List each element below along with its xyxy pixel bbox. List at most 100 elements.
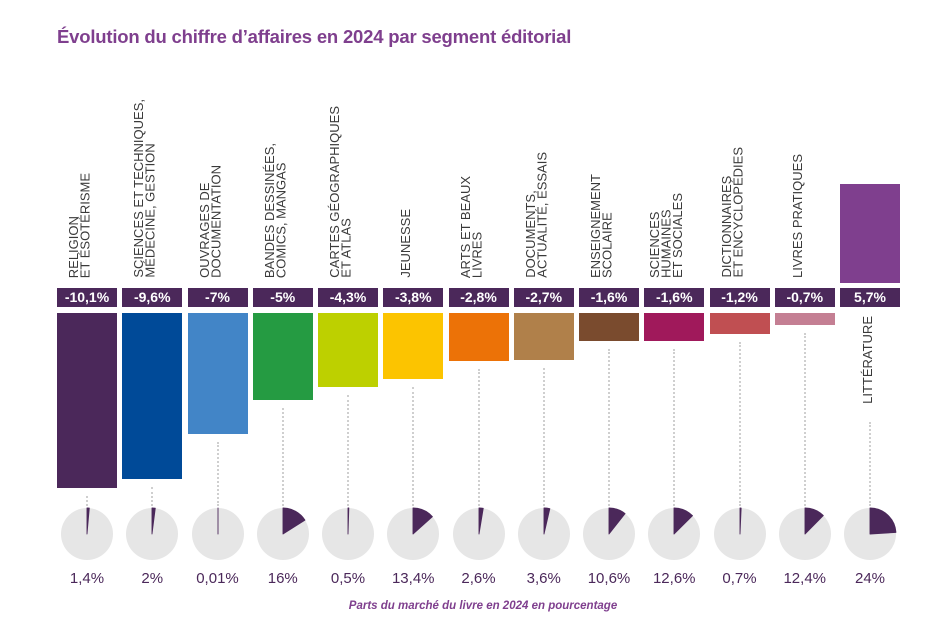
market-share-label: 0,7% (722, 570, 757, 587)
market-share-pie (648, 507, 701, 560)
market-share-label: 0,5% (330, 570, 366, 587)
market-share-label: 3,6% (526, 570, 561, 587)
market-share-label: 12,6% (652, 570, 696, 587)
market-share-label: 2,6% (461, 570, 496, 587)
value-label: -0,7% (774, 288, 835, 307)
market-share-pie (126, 507, 179, 560)
leader-line (803, 333, 806, 506)
category-label-line: ET ÉSOTÉRISME (77, 172, 93, 278)
value-label: -10,1% (57, 288, 117, 307)
bar (579, 313, 639, 341)
pie-slice (739, 507, 742, 535)
bar (383, 313, 444, 379)
market-share-pie (191, 507, 244, 560)
category-label: DICTIONNAIRES ET ENCYCLOPÉDIES (719, 147, 746, 278)
bar (840, 184, 900, 283)
bar (513, 313, 574, 360)
leader-line (216, 442, 219, 506)
leader-line (477, 369, 480, 506)
category-label: JEUNESSE (398, 209, 414, 278)
market-share-pie (844, 507, 897, 560)
market-share-pie (452, 507, 505, 560)
category-label: ARTS ET BEAUX LIVRES (458, 176, 485, 278)
bar (448, 313, 509, 362)
pie-slice (673, 507, 694, 535)
category-label: OUVRAGES DE DOCUMENTATION (197, 165, 224, 278)
category-label: DOCUMENTS, ACTUALITÉ, ESSAIS (523, 152, 550, 278)
category-label-line: ET SOCIALES (670, 192, 686, 278)
pie-slice (543, 507, 551, 535)
category-label: LIVRES PRATIQUES (789, 153, 805, 278)
value-label: -3,8% (383, 288, 444, 307)
category-label-line: ET ATLAS (338, 218, 354, 279)
category-label: SCIENCES ET TECHNIQUES, MÉDECINE, GESTION (131, 99, 158, 278)
bar (57, 313, 117, 488)
value-label: -4,3% (318, 288, 378, 307)
market-share-pie (322, 507, 374, 560)
value-label: -1,6% (579, 288, 639, 307)
leader-line (86, 495, 88, 506)
pie-slice (282, 507, 306, 535)
category-label-line: COMICS, MANGAS (273, 162, 289, 278)
market-share-pie (713, 507, 766, 560)
bar (644, 313, 705, 341)
pie-slice (86, 507, 90, 535)
bar (318, 313, 378, 388)
market-share-pie (256, 507, 309, 560)
value-label: -1,2% (709, 288, 770, 307)
category-label-line: LITTÉRATURE (860, 316, 875, 404)
category-label: CARTES GÉOGRAPHIQUES ET ATLAS (327, 106, 354, 279)
market-share-label: 16% (267, 570, 298, 587)
category-label: SCIENCES HUMAINES ET SOCIALES (647, 192, 686, 278)
market-share-pie (517, 507, 570, 560)
chart-title: Évolution du chiffre d’affaires en 2024 … (57, 26, 572, 47)
bar (187, 313, 248, 435)
value-label: -1,6% (644, 288, 705, 307)
chart-subtitle: Parts du marché du livre en 2024 en pour… (348, 600, 618, 612)
category-label-line: MÉDECINE, GESTION (142, 143, 158, 278)
pie-slice (869, 507, 897, 535)
pie-slice (478, 507, 484, 535)
leader-line (673, 348, 676, 506)
bar (252, 313, 313, 400)
pie-slice (151, 507, 156, 535)
value-label: -9,6% (122, 288, 183, 307)
category-label-line: ET ENCYCLOPÉDIES (730, 147, 745, 278)
leader-line (869, 422, 871, 506)
leader-line (281, 407, 284, 506)
market-share-label: 10,6% (587, 570, 631, 587)
category-label-line: LIVRES PRATIQUES (789, 153, 805, 278)
leader-line (347, 395, 349, 506)
market-share-pie (583, 507, 635, 560)
leader-line (412, 386, 415, 506)
value-label: -7% (187, 288, 248, 307)
market-share-label: 0,01% (196, 570, 239, 587)
pie-slice (608, 507, 626, 535)
category-label-line: SCOLAIRE (599, 212, 615, 278)
pie-slice (412, 507, 434, 535)
market-share-label: 24% (854, 570, 886, 587)
leader-line (151, 487, 154, 506)
category-label-line: ACTUALITÉ, ESSAIS (534, 152, 550, 278)
market-share-pie (61, 507, 113, 560)
pie-slice (804, 507, 824, 535)
pie-slice (347, 507, 350, 535)
value-label: -5% (252, 288, 313, 307)
bar (774, 313, 835, 326)
market-share-pie (778, 507, 831, 560)
category-label-line: JEUNESSE (398, 209, 414, 278)
category-label-line: DOCUMENTATION (208, 165, 223, 278)
leader-line (608, 348, 610, 506)
market-share-label: 13,4% (391, 570, 435, 587)
bar (709, 313, 770, 334)
bar (122, 313, 183, 480)
leader-line (738, 341, 741, 506)
market-share-label: 12,4% (783, 570, 827, 587)
market-share-label: 1,4% (69, 570, 105, 587)
leader-line (542, 367, 545, 506)
category-label: BANDES DESSINÉES, COMICS, MANGAS (262, 143, 289, 278)
value-label: -2,7% (513, 288, 574, 307)
category-label: LITTÉRATURE (860, 316, 875, 404)
market-share-label: 2% (141, 570, 164, 587)
